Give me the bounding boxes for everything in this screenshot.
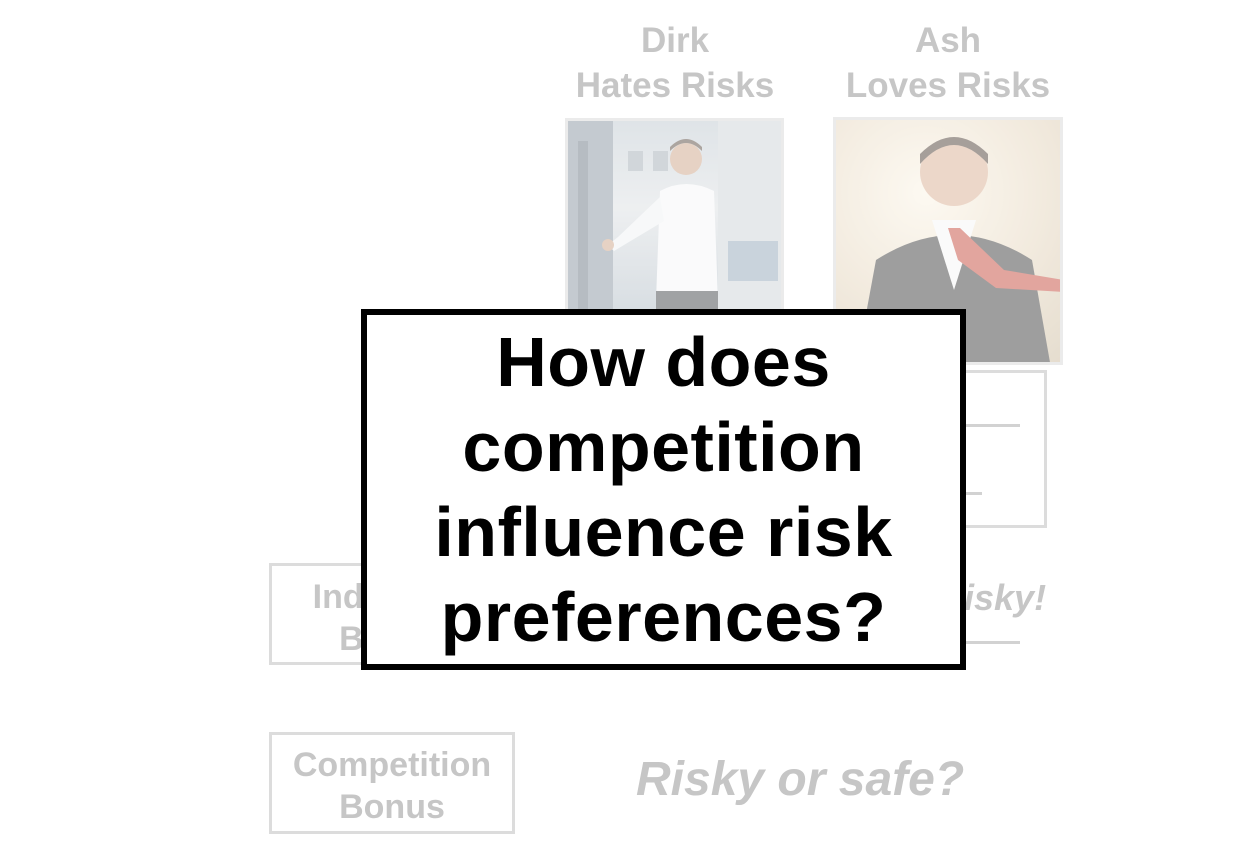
competition-bonus-line2: Bonus <box>339 788 445 826</box>
question-box: How does competition influence risk pref… <box>361 309 966 670</box>
dirk-figure <box>568 121 781 315</box>
competition-bonus-line1: Competition <box>292 746 492 784</box>
competition-bonus-box: Competition Bonus <box>269 732 515 834</box>
ash-caption: Loves Risks <box>845 66 1051 105</box>
ash-name: Ash <box>914 21 982 60</box>
dirk-name: Dirk <box>640 21 710 60</box>
dirk-photo <box>565 118 784 318</box>
ash-choice-line-1 <box>950 424 1020 427</box>
ash-label: Ash Loves Risks <box>832 18 1064 108</box>
question-text: How does competition influence risk pref… <box>434 320 892 660</box>
dirk-caption: Hates Risks <box>575 66 775 105</box>
ash-choice-line-2 <box>950 492 982 495</box>
ash-photo <box>833 117 1063 365</box>
risky-underline <box>950 641 1020 644</box>
question-line-2: competition <box>462 407 865 486</box>
question-line-4: preferences? <box>440 577 887 656</box>
dirk-label: Dirk Hates Risks <box>560 18 790 108</box>
question-line-1: How does <box>496 322 831 401</box>
question-line-3: influence risk <box>434 492 893 571</box>
risky-or-safe-label: Risky or safe? <box>636 753 965 806</box>
